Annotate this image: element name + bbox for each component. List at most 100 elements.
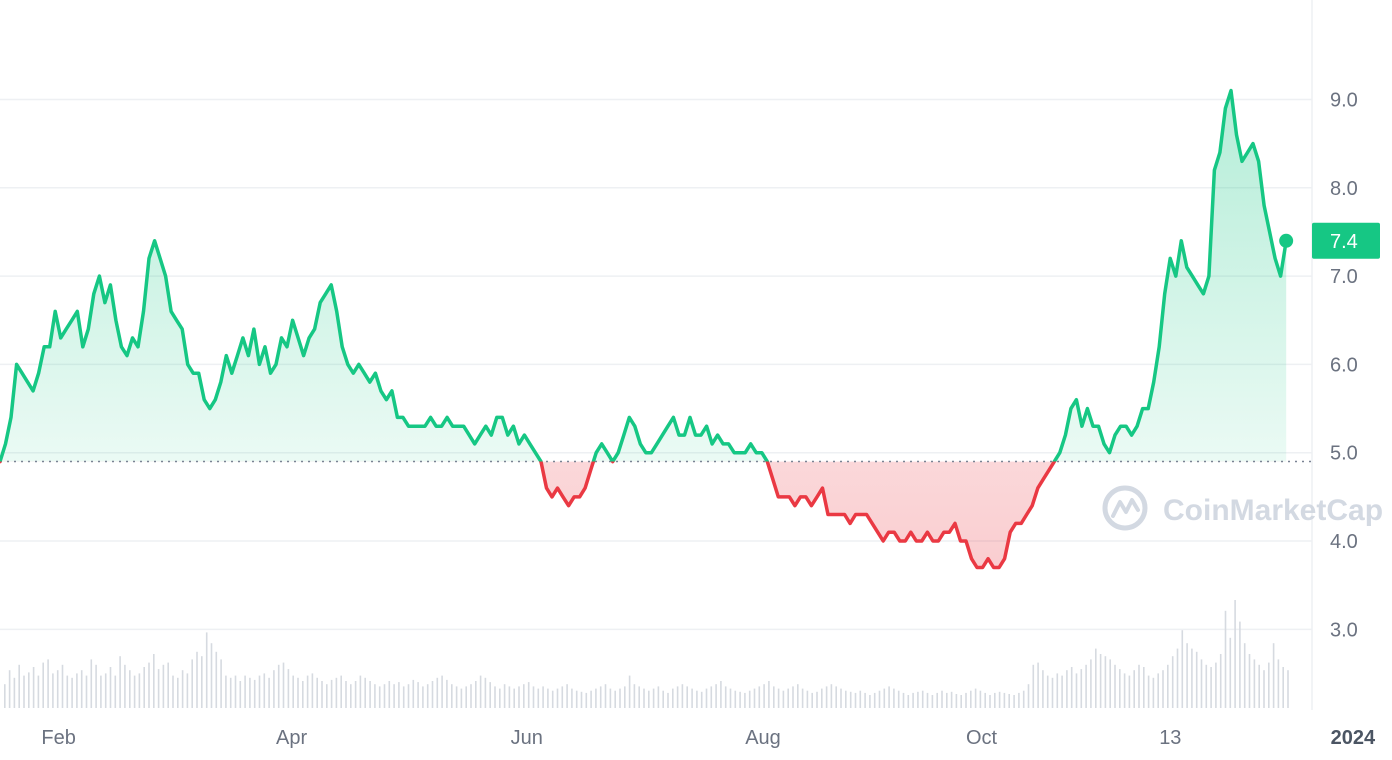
- volume-bar: [955, 694, 958, 708]
- volume-bar: [229, 677, 232, 708]
- volume-bar: [4, 684, 6, 708]
- volume-bar: [1075, 673, 1078, 708]
- volume-bar: [873, 692, 876, 708]
- volume-bar: [965, 692, 967, 708]
- volume-bar: [244, 675, 246, 708]
- volume-bar: [95, 664, 97, 708]
- volume-bar: [523, 684, 525, 708]
- volume-bar: [532, 686, 535, 708]
- volume-bar: [1176, 648, 1179, 708]
- watermark-text: CoinMarketCap: [1163, 494, 1383, 527]
- volume-bar: [104, 673, 107, 708]
- volume-bar: [330, 679, 333, 708]
- volume-bar: [1287, 670, 1289, 708]
- volume-bar: [302, 681, 304, 708]
- volume-bar: [508, 686, 511, 708]
- volume-bar: [787, 688, 789, 708]
- volume-bar: [129, 670, 131, 708]
- volume-bar: [1248, 654, 1251, 708]
- volume-bar: [201, 656, 203, 708]
- volume-bar: [619, 688, 621, 708]
- volume-bar: [797, 684, 799, 708]
- volume-bar: [76, 673, 78, 708]
- y-axis-ticks: 3.0 4.0 5.0 6.0 7.0 8.0 9.0: [1330, 89, 1358, 641]
- volume-bar: [1205, 664, 1208, 708]
- volume-bar: [739, 691, 741, 708]
- volume-bar: [114, 675, 117, 708]
- volume-bar: [974, 688, 977, 708]
- volume-bar: [513, 688, 515, 708]
- volume-bar: [869, 695, 871, 708]
- volume-bar: [1051, 677, 1054, 708]
- volume-bar: [830, 684, 833, 708]
- volume-bar: [85, 675, 88, 708]
- volume-bar: [700, 691, 703, 708]
- volume-bar: [681, 684, 684, 708]
- volume-bar: [196, 651, 198, 708]
- current-price-badge-bg: [1312, 222, 1380, 259]
- volume-bar: [537, 688, 540, 708]
- volume-bar: [479, 675, 482, 708]
- x-tick-label: 13: [1159, 727, 1181, 749]
- volume-bar: [960, 695, 962, 708]
- x-tick-label: Aug: [745, 727, 781, 749]
- volume-bar: [350, 684, 352, 708]
- volume-bar: [758, 686, 761, 708]
- volume-bar: [1119, 669, 1121, 708]
- volume-bar: [297, 677, 299, 708]
- volume-bar: [451, 684, 453, 708]
- volume-bar: [1027, 684, 1030, 708]
- volume-bar: [388, 681, 391, 708]
- volume-bar: [672, 688, 674, 708]
- volume-bar: [398, 682, 400, 708]
- area-fill-above: [0, 90, 1287, 462]
- volume-bar: [80, 670, 83, 708]
- volume-bar: [518, 686, 520, 708]
- volume-bar: [1263, 670, 1265, 708]
- volume-bar: [864, 692, 866, 708]
- volume-bar: [436, 677, 439, 708]
- volume-bar: [571, 688, 573, 708]
- volume-bar: [61, 664, 64, 708]
- volume-bar: [18, 664, 20, 708]
- volume-bar: [547, 688, 549, 708]
- volume-bar: [811, 692, 813, 708]
- volume-bar: [777, 688, 780, 708]
- volume-bar: [1200, 659, 1203, 708]
- y-tick-label: 5.0: [1330, 443, 1358, 465]
- volume-bar: [66, 675, 69, 708]
- current-price-label: 7.4: [1330, 231, 1358, 253]
- volume-bar: [220, 659, 222, 708]
- x-tick-label: 2024: [1331, 727, 1376, 749]
- volume-bar: [628, 675, 631, 708]
- volume-bar: [921, 690, 924, 708]
- volume-bar: [148, 662, 150, 708]
- volume-bar: [359, 675, 362, 708]
- volume-bar: [1186, 643, 1188, 708]
- volume-bar: [643, 688, 645, 708]
- volume-bar: [638, 686, 640, 708]
- volume-bar: [205, 632, 208, 708]
- volume-bar: [994, 692, 996, 708]
- volume-bar: [1272, 643, 1275, 708]
- volume-bar: [124, 664, 126, 708]
- volume-bar: [1114, 664, 1116, 708]
- volume-bar: [1056, 673, 1059, 708]
- volume-bar: [292, 675, 294, 708]
- volume-bar: [624, 686, 626, 708]
- volume-bar: [859, 690, 862, 708]
- volume-bar: [143, 667, 145, 708]
- price-line-below: [0, 461, 1057, 570]
- volume-bar: [633, 684, 636, 708]
- volume-bar: [989, 695, 991, 708]
- area-fill-below: [0, 461, 1287, 568]
- volume-bar: [1070, 667, 1073, 708]
- volume-bar: [724, 686, 727, 708]
- volume-bar: [1143, 667, 1145, 708]
- volume-bar: [1080, 669, 1083, 708]
- volume-bar: [138, 673, 141, 708]
- volume-bar: [422, 686, 424, 708]
- volume-bar: [191, 659, 193, 708]
- volume-bar: [936, 692, 938, 708]
